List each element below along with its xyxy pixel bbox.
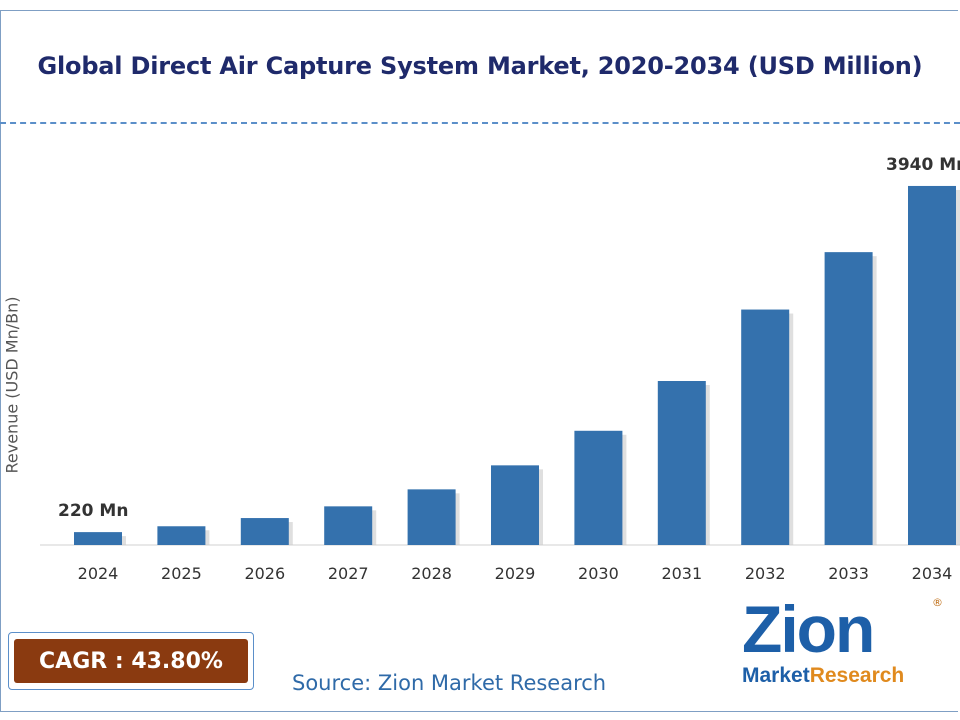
cagr-box: CAGR : 43.80%: [8, 632, 254, 690]
x-tick-label-2025: 2025: [161, 564, 202, 583]
bar-2030: [574, 430, 623, 545]
x-tick-label-2030: 2030: [578, 564, 619, 583]
bar-2028: [407, 489, 456, 545]
x-tick-label-2024: 2024: [78, 564, 119, 583]
x-tick-label-2027: 2027: [328, 564, 369, 583]
bar-2033: [824, 252, 873, 545]
x-tick-label-2034: 2034: [912, 564, 953, 583]
bar-2031: [657, 381, 706, 545]
logo-subtitle: MarketResearch: [742, 664, 904, 688]
title-divider: [0, 122, 960, 124]
x-tick-label-2033: 2033: [828, 564, 869, 583]
x-tick-label-2029: 2029: [495, 564, 536, 583]
logo-sub-market: Market: [742, 664, 810, 687]
bar-2024: [74, 532, 122, 545]
bar-2032: [741, 309, 790, 545]
bar-chart: 2024 2025 2026 2027 2028 2029 2030 2031 2032 2033…: [40, 155, 960, 583]
chart-title: Global Direct Air Capture System Market,…: [37, 52, 923, 80]
chart-frame: [0, 10, 958, 712]
bar-2026: [240, 518, 289, 545]
x-tick-label-2028: 2028: [411, 564, 452, 583]
data-label-2024: 220 Mn: [58, 501, 128, 521]
zion-logo: Zion ® MarketResearch: [738, 596, 950, 692]
logo-sub-research: Research: [809, 664, 905, 687]
bar-2027: [324, 506, 373, 545]
x-tick-label-2031: 2031: [661, 564, 702, 583]
data-label-2034: 3940 Mn: [886, 155, 960, 175]
bar-2029: [491, 465, 539, 545]
logo-wordmark: Zion: [742, 592, 875, 666]
bar-2025: [157, 526, 206, 545]
cagr-label: CAGR : 43.80%: [14, 639, 248, 683]
source-text: Source: Zion Market Research: [292, 671, 607, 695]
x-tick-label-2026: 2026: [244, 564, 285, 583]
bar-2034: [908, 185, 956, 545]
x-tick-label-2032: 2032: [745, 564, 786, 583]
registered-mark: ®: [932, 596, 943, 609]
